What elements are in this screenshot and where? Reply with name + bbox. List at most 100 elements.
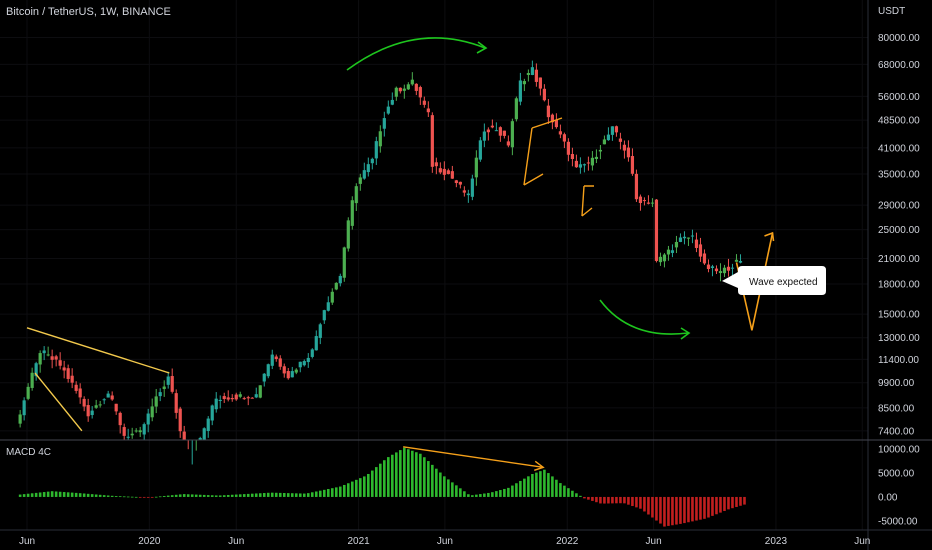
macd-bar	[671, 496, 674, 526]
macd-bar	[403, 447, 406, 497]
candle-body	[166, 376, 170, 385]
candle-body	[86, 405, 90, 417]
candle-body	[114, 403, 118, 412]
time-tick-label: Jun	[646, 536, 662, 547]
macd-bar	[106, 495, 110, 497]
macd-bar	[495, 491, 498, 497]
candle-body	[98, 404, 102, 406]
macd-bar	[443, 476, 446, 497]
macd-bar	[383, 460, 386, 497]
macd-bar	[715, 496, 718, 515]
macd-bar	[178, 494, 182, 497]
candle-body	[502, 130, 506, 136]
candle-body	[638, 196, 643, 204]
macd-bar	[631, 496, 634, 507]
candle-body	[726, 266, 731, 271]
macd-bar	[354, 479, 358, 497]
macd-bar	[607, 496, 610, 504]
candle-body	[534, 69, 538, 82]
bottom-arc	[599, 299, 689, 335]
price-tick-label: 8500.00	[878, 403, 915, 414]
macd-bar	[94, 494, 98, 497]
macd-bar	[42, 492, 46, 497]
candle-body	[70, 375, 74, 383]
macd-bar	[218, 495, 222, 497]
candle-body	[682, 236, 687, 239]
candle-body	[702, 253, 707, 264]
macd-bar	[587, 496, 590, 500]
macd-bar	[375, 467, 378, 497]
candle-body	[386, 106, 390, 114]
macd-bar	[531, 474, 534, 497]
macd-bar	[238, 494, 242, 497]
candle-body	[318, 324, 322, 338]
time-tick-label: Jun	[19, 536, 35, 547]
macd-bar	[170, 495, 174, 497]
macd-bar	[266, 492, 270, 497]
macd-bar	[210, 495, 214, 497]
macd-bar	[595, 496, 598, 503]
candle-body	[346, 220, 350, 249]
macd-bar	[206, 495, 210, 497]
candle-body	[458, 181, 462, 185]
macd-bar	[314, 491, 318, 497]
candle-body	[62, 367, 66, 371]
macd-bar	[415, 452, 418, 497]
candle-body	[142, 424, 146, 435]
macd-tick-label: 0.00	[878, 492, 898, 503]
candle-body	[430, 115, 434, 167]
candle-body	[110, 395, 114, 400]
macd-bar	[154, 496, 158, 498]
macd-bar	[655, 496, 658, 521]
candle-body	[198, 437, 202, 440]
macd-bar	[270, 492, 274, 497]
macd-bar	[234, 494, 238, 497]
macd-bar	[599, 496, 602, 504]
candle-body	[630, 156, 635, 174]
candle-body	[526, 73, 530, 75]
macd-bar	[695, 496, 698, 521]
candle-body	[398, 87, 402, 92]
candle-body	[146, 413, 150, 425]
macd-bar	[711, 496, 714, 516]
candle-body	[330, 291, 334, 303]
macd-bar	[66, 492, 70, 497]
candle-body	[562, 134, 566, 142]
time-tick-label: 2021	[347, 536, 370, 547]
macd-bar	[499, 490, 502, 497]
top-arc-arrowhead	[476, 41, 488, 54]
macd-bar	[483, 493, 486, 497]
macd-label: MACD 4C	[6, 447, 51, 458]
candle-body	[118, 412, 122, 426]
price-tick-label: 15000.00	[878, 310, 920, 321]
price-tick-label: 25000.00	[878, 225, 920, 236]
candle-body	[258, 385, 262, 398]
macd-bar	[507, 487, 510, 497]
macd-bar	[226, 494, 230, 497]
candle-body	[102, 399, 106, 401]
candle-body	[246, 397, 250, 399]
macd-bar	[74, 492, 78, 497]
candle-body	[666, 249, 671, 255]
candle-body	[578, 164, 583, 168]
macd-bar	[627, 496, 630, 505]
candle-body	[130, 433, 134, 436]
macd-bar	[58, 491, 62, 497]
candle-body	[570, 154, 575, 160]
candle-body	[138, 430, 142, 433]
candle-body	[238, 394, 242, 397]
macd-bar	[515, 483, 518, 497]
macd-bar	[114, 496, 118, 497]
candle-body	[594, 156, 599, 160]
candle-body	[286, 371, 290, 379]
candle-body	[354, 186, 358, 204]
candle-body	[218, 399, 222, 402]
macd-bar	[278, 492, 282, 497]
macd-bar	[675, 496, 678, 525]
candle-body	[122, 427, 126, 436]
candle-body	[582, 164, 587, 166]
macd-bar	[663, 496, 666, 527]
candle-body	[30, 372, 34, 388]
candle-body	[94, 405, 98, 408]
macd-bar	[407, 449, 410, 497]
